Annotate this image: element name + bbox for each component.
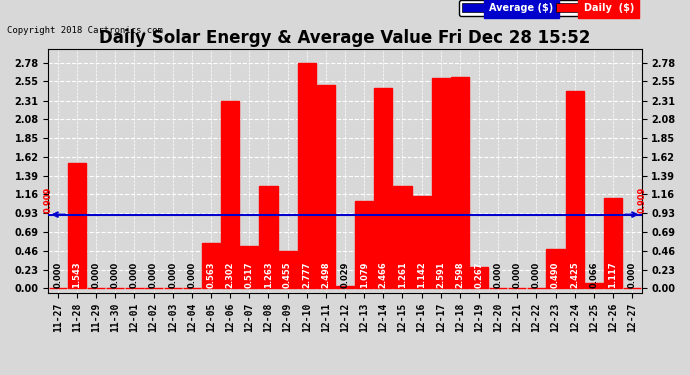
Text: 0.000: 0.000 xyxy=(628,261,637,288)
Bar xyxy=(221,101,239,288)
Text: 2.302: 2.302 xyxy=(226,261,235,288)
Bar xyxy=(355,201,373,288)
Text: 0.029: 0.029 xyxy=(340,261,350,288)
Text: 2.591: 2.591 xyxy=(436,261,445,288)
Text: 1.543: 1.543 xyxy=(72,261,81,288)
Bar xyxy=(546,249,564,288)
Text: 2.498: 2.498 xyxy=(322,261,331,288)
Bar xyxy=(279,252,297,288)
Text: 0.000: 0.000 xyxy=(130,261,139,288)
Bar xyxy=(259,186,277,288)
Text: 0.563: 0.563 xyxy=(206,261,215,288)
Text: 0.909: 0.909 xyxy=(43,187,53,213)
Text: 0.267: 0.267 xyxy=(475,261,484,288)
Text: 2.466: 2.466 xyxy=(379,261,388,288)
Bar xyxy=(470,267,488,288)
Text: 0.000: 0.000 xyxy=(493,261,502,288)
Bar xyxy=(451,77,469,288)
Bar xyxy=(317,86,335,288)
Bar xyxy=(413,196,431,288)
Bar xyxy=(584,283,603,288)
Text: 0.909: 0.909 xyxy=(637,187,647,213)
Text: 0.000: 0.000 xyxy=(188,261,197,288)
Bar xyxy=(374,88,393,288)
Bar xyxy=(297,63,316,288)
Text: 0.490: 0.490 xyxy=(551,261,560,288)
Legend: Average ($), Daily  ($): Average ($), Daily ($) xyxy=(459,0,637,16)
Text: 0.000: 0.000 xyxy=(513,261,522,288)
Text: 1.263: 1.263 xyxy=(264,261,273,288)
Bar xyxy=(240,246,258,288)
Text: 0.066: 0.066 xyxy=(589,261,598,288)
Bar xyxy=(336,286,354,288)
Text: 0.517: 0.517 xyxy=(245,261,254,288)
Text: 2.777: 2.777 xyxy=(302,261,311,288)
Text: 0.000: 0.000 xyxy=(111,261,120,288)
Bar xyxy=(393,186,411,288)
Text: 2.425: 2.425 xyxy=(570,261,579,288)
Text: Copyright 2018 Cartronics.com: Copyright 2018 Cartronics.com xyxy=(7,26,163,35)
Bar xyxy=(202,243,220,288)
Bar xyxy=(566,92,584,288)
Text: 1.142: 1.142 xyxy=(417,261,426,288)
Text: 1.079: 1.079 xyxy=(359,261,368,288)
Text: 2.598: 2.598 xyxy=(455,261,464,288)
Text: 0.000: 0.000 xyxy=(532,261,541,288)
Title: Daily Solar Energy & Average Value Fri Dec 28 15:52: Daily Solar Energy & Average Value Fri D… xyxy=(99,29,591,47)
Text: 0.000: 0.000 xyxy=(168,261,177,288)
Text: 1.117: 1.117 xyxy=(609,261,618,288)
Bar xyxy=(68,163,86,288)
Bar xyxy=(604,198,622,288)
Text: 0.000: 0.000 xyxy=(53,261,62,288)
Text: 0.455: 0.455 xyxy=(283,261,292,288)
Text: 0.000: 0.000 xyxy=(92,261,101,288)
Text: 1.261: 1.261 xyxy=(398,261,407,288)
Text: 0.000: 0.000 xyxy=(149,261,158,288)
Bar xyxy=(432,78,450,288)
